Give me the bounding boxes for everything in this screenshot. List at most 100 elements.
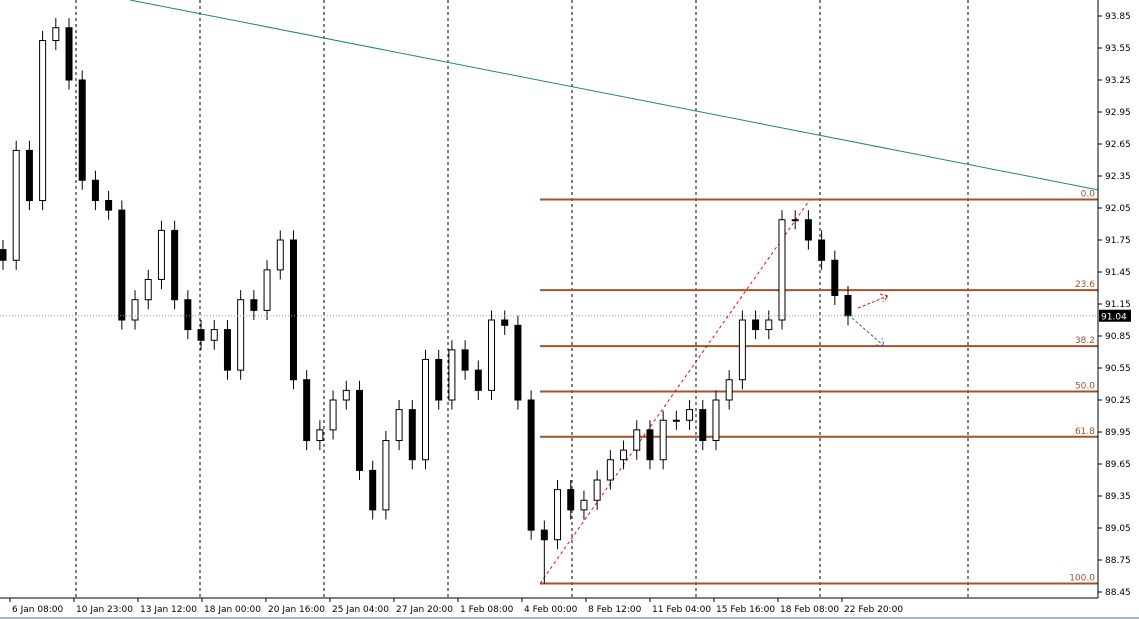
- price-tick-label: 90.55: [1105, 364, 1131, 374]
- time-tick-label: 6 Jan 08:00: [12, 605, 64, 615]
- time-tick-label: 8 Feb 12:00: [588, 605, 642, 615]
- vertical-grid: [75, 0, 969, 598]
- candle: [408, 409, 416, 461]
- price-tick-label: 92.95: [1105, 108, 1131, 118]
- price-tick-label: 93.55: [1105, 44, 1131, 54]
- price-tick-label: 90.85: [1105, 332, 1131, 342]
- time-tick-label: 1 Feb 08:00: [460, 605, 514, 615]
- fib-level-label: 61.8: [1075, 427, 1095, 437]
- candle: [672, 419, 680, 422]
- candle: [712, 399, 720, 442]
- candle: [39, 40, 47, 202]
- candle: [342, 389, 350, 401]
- fibonacci-retracement[interactable]: 0.0 23.6 38.2 50.0 61.8 100.0: [539, 189, 1098, 585]
- time-tick-label: 4 Feb 00:00: [524, 605, 578, 615]
- candle: [818, 239, 826, 261]
- candle: [699, 409, 707, 442]
- candle: [184, 299, 192, 331]
- fib-level-label: 0.0: [1081, 189, 1096, 199]
- candle: [659, 419, 667, 461]
- time-axis: 6 Jan 08:00 10 Jan 23:00 13 Jan 12:00 18 Ja…: [0, 597, 1139, 619]
- time-tick-label: 27 Jan 20:00: [396, 605, 453, 615]
- current-price-label: 91.04: [1101, 313, 1127, 323]
- candle: [25, 149, 33, 202]
- candle: [316, 429, 324, 442]
- candle: [778, 219, 786, 321]
- candle: [91, 179, 99, 202]
- candle: [382, 440, 390, 511]
- candle: [791, 219, 799, 222]
- time-tick-label: 18 Feb 08:00: [780, 605, 839, 615]
- price-tick-label: 92.65: [1105, 140, 1131, 150]
- candle: [831, 259, 839, 296]
- candle: [633, 429, 641, 451]
- candles: [0, 18, 852, 584]
- price-tick-label: 89.35: [1105, 492, 1131, 502]
- time-tick-label: 10 Jan 23:00: [76, 605, 133, 615]
- up-arrow-icon: [857, 293, 889, 309]
- candle: [250, 299, 258, 311]
- price-tick-label: 93.85: [1105, 12, 1131, 22]
- candle: [725, 379, 733, 401]
- candle: [738, 319, 746, 381]
- candle: [276, 239, 284, 271]
- green-trendline: [129, 0, 1099, 191]
- time-tick-label: 11 Feb 04:00: [652, 605, 711, 615]
- candle: [804, 219, 812, 241]
- time-tick-label: 13 Jan 12:00: [140, 605, 197, 615]
- candle: [210, 329, 218, 341]
- candle: [501, 319, 509, 326]
- candle: [461, 349, 469, 371]
- price-tick-label: 88.45: [1105, 588, 1131, 598]
- price-tick-label: 91.75: [1105, 236, 1131, 246]
- candle: [448, 349, 456, 401]
- candle: [131, 299, 139, 321]
- price-tick-label: 89.05: [1105, 524, 1131, 534]
- candle: [65, 27, 73, 81]
- price-axis: 93.85 93.55 93.25 92.95 92.65 92.35 92.05 91.75…: [1097, 0, 1131, 598]
- candle: [422, 358, 429, 461]
- candle: [197, 329, 205, 341]
- candle: [237, 299, 245, 371]
- candle: [567, 489, 575, 511]
- price-tick-label: 92.05: [1105, 204, 1131, 214]
- candle: [105, 200, 113, 211]
- candle: [329, 399, 337, 431]
- price-tick-label: 93.25: [1105, 76, 1131, 86]
- price-tick-label: 89.95: [1105, 428, 1131, 438]
- candle: [369, 469, 377, 511]
- fib-level-label: 100.0: [1069, 573, 1095, 583]
- candle: [646, 429, 654, 461]
- candle: [620, 449, 628, 461]
- time-tick-label: 15 Feb 16:00: [716, 605, 775, 615]
- time-tick-label: 25 Jan 04:00: [332, 605, 389, 615]
- price-tick-label: 92.35: [1105, 172, 1131, 182]
- price-tick-label: 88.75: [1105, 556, 1131, 566]
- trendline[interactable]: [129, 0, 1099, 191]
- time-tick-label: 20 Jan 16:00: [268, 605, 325, 615]
- price-tick-label: 91.15: [1105, 300, 1131, 310]
- candle: [355, 389, 363, 471]
- candle: [752, 319, 760, 331]
- fib-level-label: 38.2: [1075, 336, 1095, 346]
- candle: [488, 319, 496, 391]
- fib-level-label: 50.0: [1075, 381, 1095, 391]
- candle: [527, 399, 535, 531]
- status-bar-edge: [0, 617, 1139, 619]
- candle: [263, 269, 271, 311]
- candle: [844, 294, 852, 317]
- candle: [686, 409, 694, 421]
- candle: [606, 459, 614, 481]
- candle: [171, 229, 179, 301]
- candle: [435, 358, 443, 401]
- candle: [157, 229, 165, 280]
- candle: [144, 278, 152, 301]
- candle: [289, 239, 297, 381]
- candle: [395, 409, 403, 442]
- down-arrow-icon: [851, 317, 885, 347]
- candle: [303, 379, 311, 442]
- fib-level-label: 23.6: [1075, 280, 1095, 290]
- candle: [223, 329, 231, 371]
- candle: [765, 319, 773, 331]
